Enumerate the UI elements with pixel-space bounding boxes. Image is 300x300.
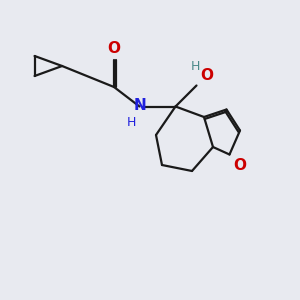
Text: N: N bbox=[134, 98, 146, 112]
Text: O: O bbox=[200, 68, 213, 83]
Text: H: H bbox=[191, 60, 200, 73]
Text: H: H bbox=[126, 116, 136, 129]
Text: O: O bbox=[233, 158, 246, 172]
Text: O: O bbox=[107, 41, 121, 56]
